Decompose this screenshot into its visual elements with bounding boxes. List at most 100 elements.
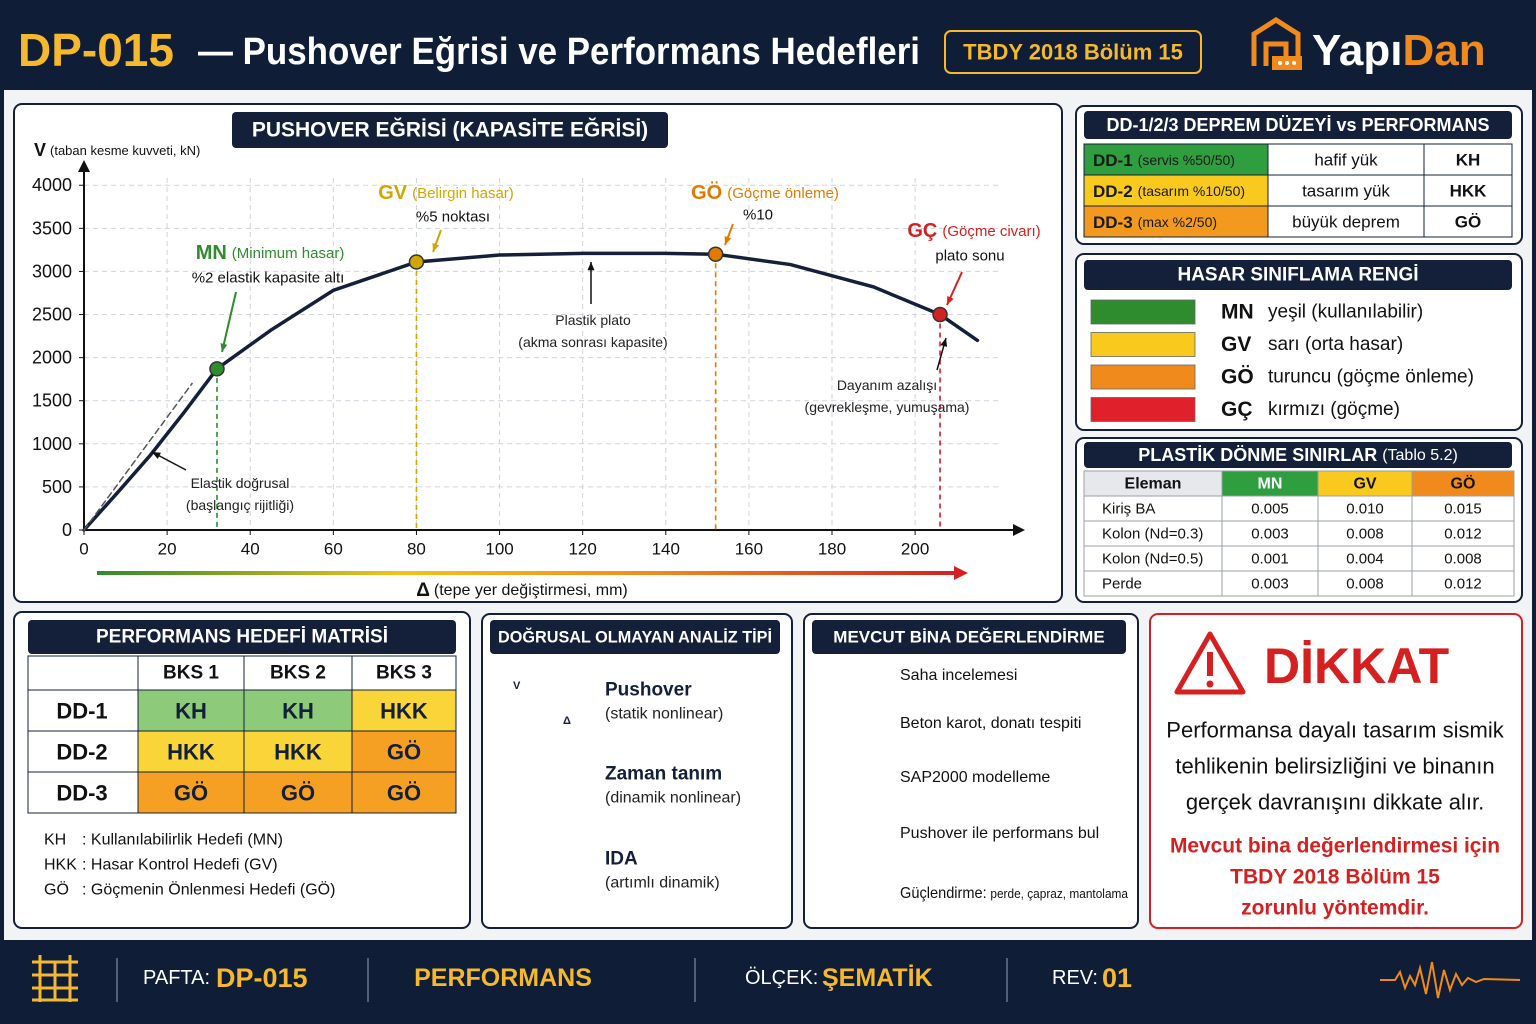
- performance-point: [707, 246, 724, 262]
- annotation-arrowhead: [587, 262, 595, 271]
- matrix-header-cell: [137, 655, 245, 691]
- warning-emphasis: TBDY 2018 Bölüm 15: [1230, 866, 1440, 889]
- table-text: 0.003: [1251, 576, 1289, 593]
- dd-target: KH: [1456, 151, 1481, 170]
- color-swatch: [1090, 332, 1196, 357]
- warning-emphasis: Mevcut bina değerlendirmesi için: [1170, 835, 1500, 858]
- damage-text: turuncu (göçme önleme): [1268, 367, 1474, 388]
- step-text: Saha incelemesi: [900, 667, 1017, 684]
- table-cell: [1083, 570, 1223, 597]
- table-text: Perde: [1102, 576, 1142, 593]
- table-cell: [1221, 545, 1319, 572]
- panel-title: HASAR SINIFLAMA RENGİ: [1177, 265, 1418, 286]
- dd-cell: [1423, 205, 1513, 238]
- dd-load: hafif yük: [1314, 151, 1378, 170]
- matrix-header: BKS 3: [376, 663, 432, 684]
- table-header: MN: [1258, 476, 1283, 493]
- x-tick-label: 60: [324, 540, 343, 559]
- table-cell: [1083, 520, 1223, 547]
- note-abbr: KH: [44, 832, 66, 849]
- matrix-header: BKS 1: [163, 663, 219, 684]
- dd-level: DD-1 (servis %50/50): [1093, 151, 1235, 170]
- table-text: 0.010: [1346, 501, 1384, 518]
- point-note: %5 noktası: [416, 209, 490, 226]
- step-text: SAP2000 modelleme: [900, 769, 1050, 786]
- table-cell: [1317, 520, 1413, 547]
- annotation-arrowhead: [940, 338, 948, 347]
- x-axis-label: Δ (tepe yer değiştirmesi, mm): [416, 580, 627, 601]
- matrix-value: GÖ: [281, 781, 315, 806]
- table-cell: [1221, 495, 1319, 522]
- panel: [13, 103, 1063, 603]
- table-cell: [1083, 545, 1223, 572]
- header-code: DP-015: [18, 24, 174, 76]
- table-text: Kolon (Nd=0.3): [1102, 526, 1203, 543]
- annotation-arrowhead: [724, 236, 732, 245]
- analysis-desc: (dinamik nonlinear): [605, 790, 741, 807]
- y-tick-label: 4000: [32, 175, 72, 195]
- x-tick-label: 40: [241, 540, 260, 559]
- displacement-arrow: [954, 566, 968, 580]
- matrix-cell: [351, 771, 457, 814]
- panel-title: DD-1/2/3 DEPREM DÜZEYİ vs PERFORMANS: [1106, 115, 1489, 135]
- table-cell: [1317, 545, 1413, 572]
- matrix-cell: [243, 689, 353, 732]
- table-text: 0.005: [1251, 501, 1289, 518]
- analysis-desc: (artımlı dinamik): [605, 875, 720, 892]
- warning-body: tehlikenin belirsizliğini ve binanın: [1175, 754, 1494, 779]
- table-header-cell: [1221, 470, 1319, 497]
- matrix-value: KH: [175, 699, 207, 724]
- logo-icon: [1251, 17, 1302, 70]
- y-axis-label: V (taban kesme kuvveti, kN): [34, 140, 200, 160]
- point-label: GÖ (Göçme önleme): [691, 181, 839, 204]
- matrix-cell: [137, 771, 245, 814]
- y-axis-arrow: [78, 160, 90, 172]
- x-tick-label: 20: [158, 540, 177, 559]
- panel: [481, 613, 793, 929]
- footer-value: 01: [1102, 963, 1132, 993]
- panel-title-box: [1084, 111, 1512, 139]
- dd-target: HKK: [1450, 182, 1488, 201]
- label-part: (taban kesme kuvveti, kN): [50, 143, 200, 158]
- footer-label: PAFTA:: [143, 967, 210, 989]
- table-cell: [1221, 570, 1319, 597]
- table-cell: [1083, 495, 1223, 522]
- matrix-value: HKK: [167, 740, 215, 765]
- footer: [0, 942, 1536, 1024]
- label-part: (Göçme civarı): [942, 223, 1040, 240]
- matrix-header: BKS 2: [270, 663, 326, 684]
- table-text: 0.015: [1444, 501, 1482, 518]
- table-text: 0.008: [1346, 576, 1384, 593]
- label-part: MN: [196, 242, 227, 264]
- icon-label: V: [513, 680, 521, 692]
- label-part: PLASTİK DÖNME SINIRLAR: [1138, 445, 1377, 465]
- matrix-value: GÖ: [387, 740, 421, 765]
- warning-body: Performansa dayalı tasarım sismik: [1166, 718, 1504, 743]
- seismograph: [1380, 961, 1521, 999]
- point-note: %10: [743, 207, 773, 224]
- table-text: 0.012: [1444, 576, 1482, 593]
- annotation: (akma sonrası kapasite): [518, 334, 667, 350]
- dd-cell: [1267, 174, 1425, 207]
- label-part: GV: [378, 182, 408, 204]
- color-swatch: [1090, 299, 1196, 325]
- matrix-row-label: DD-3: [56, 781, 107, 806]
- table-text: 0.003: [1251, 526, 1289, 543]
- dd-cell: [1083, 143, 1269, 176]
- table-header: GÖ: [1451, 474, 1476, 493]
- label-part: DD-2: [1093, 182, 1133, 201]
- matrix-corner: [27, 655, 139, 691]
- table-cell: [1317, 495, 1413, 522]
- table-header-cell: [1411, 470, 1515, 497]
- matrix-cell: [351, 689, 457, 732]
- annotation: (gevrekleşme, yumuşama): [805, 399, 970, 415]
- matrix-cell: [137, 730, 245, 773]
- annotation-arrowhead: [432, 243, 440, 252]
- footer-value: PERFORMANS: [414, 964, 592, 992]
- matrix-value: HKK: [380, 699, 428, 724]
- panel-title: MEVCUT BİNA DEĞERLENDİRME: [833, 628, 1104, 647]
- damage-text: sarı (orta hasar): [1268, 334, 1403, 355]
- damage-code: GÇ: [1221, 398, 1253, 421]
- table-header-cell: [1317, 470, 1413, 497]
